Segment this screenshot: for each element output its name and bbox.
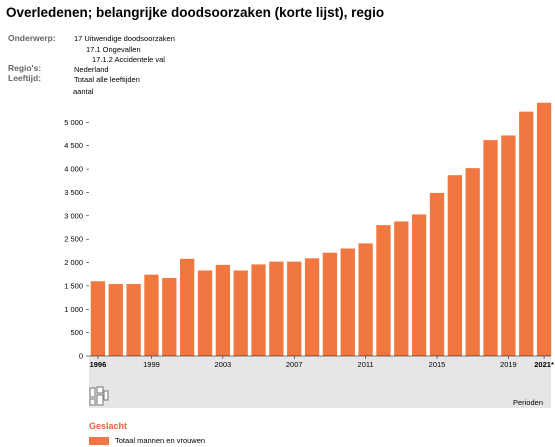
y-tick-label: 4 000 (64, 165, 83, 174)
page-title: Overledenen; belangrijke doodsoorzaken (… (6, 5, 385, 20)
bar-2012[interactable] (376, 225, 391, 356)
legend-title: Geslacht (89, 421, 128, 431)
meta-value-regio: Nederland (74, 65, 109, 74)
bar-2016[interactable] (447, 175, 462, 356)
x-axis-title: Perioden (512, 398, 543, 407)
cbs-logo-icon (89, 386, 109, 406)
y-tick-label: 2 500 (64, 235, 83, 244)
bar-2018[interactable] (483, 140, 498, 356)
meta-value-onderwerp-3: 17.1.2 Accidentele val (92, 55, 165, 64)
bar-2010[interactable] (340, 248, 355, 356)
bar-2000[interactable] (162, 277, 177, 356)
bar-2011[interactable] (358, 243, 373, 356)
y-tick-label: 3 000 (64, 211, 83, 220)
meta-key-leeftijd: Leeftijd: (8, 73, 42, 83)
y-tick-label: 5 000 (64, 118, 83, 127)
y-axis-ticks: 0 500 1 000 1 500 2 000 2 500 3 000 3 500 4 000 4… (64, 118, 89, 361)
meta-value-onderwerp-2: 17.1 Ongevallen (86, 45, 141, 54)
x-tick-label: 2015 (429, 360, 446, 369)
y-tick-label: 4 500 (64, 141, 83, 150)
meta-key-regio: Regio's: (8, 63, 42, 73)
bar-2001[interactable] (180, 258, 195, 356)
y-tick-label: 2 000 (64, 258, 83, 267)
x-tick-label: 2019 (500, 360, 517, 369)
x-tick-label: 1996 (90, 360, 107, 369)
y-tick-label: 3 500 (64, 188, 83, 197)
y-axis-label: aantal (73, 87, 94, 96)
bar-2002[interactable] (197, 270, 213, 356)
y-tick-label: 1 000 (64, 305, 83, 314)
bar-2008[interactable] (304, 258, 320, 356)
legend-swatch (89, 437, 109, 445)
y-tick-label: 1 500 (64, 281, 83, 290)
bar-2003[interactable] (215, 264, 230, 356)
x-tick-label: 2011 (358, 360, 374, 369)
bar-1996[interactable] (90, 281, 106, 356)
bar-2015[interactable] (429, 192, 445, 356)
bar-1998[interactable] (126, 284, 141, 356)
y-tick-label: 0 (79, 352, 83, 361)
bar-2014[interactable] (412, 214, 427, 356)
bar-2021[interactable] (536, 102, 552, 357)
x-axis-ticks: 1996 1999 2003 2007 2011 2015 2019 2021* (90, 356, 554, 369)
x-tick-label: 2021* (534, 360, 554, 369)
bar-2009[interactable] (322, 252, 338, 356)
bar-2013[interactable] (394, 221, 409, 356)
bar-2005[interactable] (251, 264, 266, 356)
legend-label: Totaal mannen en vrouwen (115, 436, 206, 445)
bar-1999[interactable] (144, 274, 159, 356)
bar-2007[interactable] (287, 261, 302, 356)
x-tick-label: 2003 (215, 360, 232, 369)
bar-2006[interactable] (269, 261, 284, 356)
bar-2019[interactable] (501, 135, 516, 356)
meta-value-leeftijd: Totaal alle leeftijden (74, 75, 140, 84)
x-axis-band (89, 356, 551, 408)
bar-2004[interactable] (233, 270, 248, 356)
bar-2017[interactable] (465, 168, 480, 356)
x-tick-label: 2007 (286, 360, 303, 369)
bar-1997[interactable] (108, 284, 123, 356)
bars (90, 102, 552, 357)
bar-2020[interactable] (519, 111, 534, 357)
x-tick-label: 1999 (143, 360, 160, 369)
y-tick-label: 500 (70, 328, 83, 337)
meta-value-onderwerp-1: 17 Uitwendige doodsoorzaken (74, 34, 175, 43)
meta-key-onderwerp: Onderwerp: (8, 33, 56, 43)
